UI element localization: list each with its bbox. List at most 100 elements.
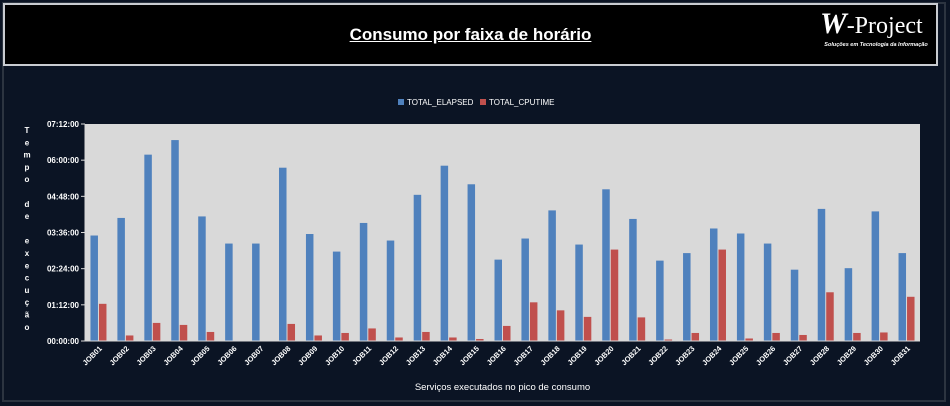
- y-tick-label: 04:48:00: [47, 192, 80, 201]
- header-banner: Consumo por faixa de horário W-Project S…: [3, 3, 938, 66]
- bar-total-cputime-job21: [637, 317, 646, 341]
- x-tick-label: JOB29: [835, 344, 858, 367]
- x-tick-label: JOB14: [431, 343, 455, 367]
- w-project-logo: W-Project Soluções em Tecnologia da Info…: [820, 9, 932, 61]
- bar-total-elapsed-job31: [898, 253, 907, 341]
- x-tick-label: JOB05: [188, 344, 211, 367]
- bar-total-cputime-job03: [152, 322, 161, 341]
- bar-total-elapsed-job15: [467, 184, 476, 341]
- y-axis-label-char: d: [25, 200, 30, 209]
- y-axis-label-char: e: [25, 138, 30, 147]
- legend-swatch-total-cputime: [480, 99, 486, 105]
- x-tick-label: JOB07: [242, 344, 265, 367]
- x-tick-label: JOB19: [566, 344, 589, 367]
- bar-total-cputime-job19: [583, 316, 592, 341]
- x-tick-label: JOB03: [135, 344, 158, 367]
- y-axis-label-char: o: [25, 175, 30, 184]
- bar-total-cputime-job27: [799, 334, 807, 341]
- legend-label-total-elapsed: TOTAL_ELAPSED: [407, 98, 474, 107]
- bar-total-elapsed-job17: [521, 238, 529, 341]
- x-tick-label: JOB01: [81, 344, 104, 367]
- bar-total-elapsed-job04: [171, 140, 179, 341]
- logo-text: -Project: [846, 13, 923, 39]
- bar-total-cputime-job30: [880, 332, 888, 341]
- x-tick-label: JOB11: [350, 344, 373, 367]
- x-tick-label: JOB31: [889, 344, 912, 367]
- bar-total-cputime-job18: [556, 310, 565, 341]
- y-axis-label-char: T: [25, 126, 30, 135]
- bar-total-elapsed-job10: [332, 251, 341, 341]
- bar-total-cputime-job13: [422, 331, 430, 341]
- x-tick-label: JOB16: [485, 344, 508, 367]
- y-axis-label-char: ç: [25, 298, 30, 307]
- bar-total-elapsed-job20: [602, 189, 610, 341]
- bar-total-elapsed-job24: [709, 228, 718, 341]
- bar-total-elapsed-job01: [90, 235, 98, 341]
- x-tick-label: JOB10: [323, 344, 346, 367]
- bar-total-elapsed-job18: [548, 210, 556, 341]
- y-tick-label: 02:24:00: [47, 265, 80, 274]
- x-tick-label: JOB23: [673, 344, 696, 367]
- bar-total-cputime-job16: [503, 325, 511, 341]
- x-tick-label: JOB27: [781, 344, 804, 367]
- bar-total-cputime-job11: [368, 328, 376, 341]
- plot-area: [85, 124, 920, 341]
- bar-total-elapsed-job12: [386, 240, 395, 341]
- bar-total-elapsed-job26: [763, 243, 772, 341]
- y-tick-label: 03:36:00: [47, 229, 80, 238]
- x-tick-label: JOB21: [619, 344, 642, 367]
- bar-total-cputime-job24: [718, 249, 726, 341]
- x-tick-label: JOB13: [404, 344, 427, 367]
- logo-tagline: Soluções em Tecnologia da Informação: [824, 42, 928, 48]
- bar-total-elapsed-job05: [198, 216, 206, 341]
- bar-total-cputime-job23: [691, 332, 700, 341]
- y-axis-label-char: c: [25, 274, 30, 283]
- bar-total-cputime-job04: [179, 324, 188, 341]
- y-tick-label: 00:00:00: [47, 337, 80, 346]
- x-tick-label: JOB25: [727, 344, 750, 367]
- bar-total-cputime-job25: [745, 338, 753, 341]
- bar-total-elapsed-job14: [440, 165, 449, 341]
- bar-total-cputime-job20: [610, 249, 619, 341]
- y-axis-label-char: o: [25, 323, 30, 332]
- y-tick-label: 07:12:00: [47, 120, 80, 129]
- y-axis-label-char: e: [25, 237, 30, 246]
- y-axis-label-char: x: [25, 249, 30, 258]
- bar-total-cputime-job15: [476, 338, 484, 341]
- x-tick-label: JOB18: [539, 344, 562, 367]
- x-tick-label: JOB24: [700, 343, 724, 367]
- y-axis-label-char: u: [25, 286, 30, 295]
- bar-total-cputime-job09: [314, 335, 322, 341]
- x-tick-label: JOB26: [754, 344, 777, 367]
- bar-total-elapsed-job29: [844, 268, 853, 341]
- y-tick-label: 01:12:00: [47, 301, 80, 310]
- bar-total-cputime-job02: [125, 335, 134, 341]
- bar-total-cputime-job12: [395, 337, 403, 341]
- bar-total-elapsed-job19: [575, 244, 583, 341]
- x-tick-label: JOB28: [808, 344, 831, 367]
- legend-label-total-cputime: TOTAL_CPUTIME: [489, 98, 555, 107]
- x-axis-label: Serviços executados no pico de consumo: [415, 382, 590, 393]
- x-axis: JOB01 JOB02 JOB03 JOB04 JOB05 JOB06 JOB07 JOB08…: [81, 340, 920, 367]
- bar-total-cputime-job28: [826, 292, 834, 341]
- y-axis-label-char: p: [25, 163, 30, 172]
- bar-total-elapsed-job06: [225, 243, 233, 341]
- bar-total-cputime-job17: [529, 302, 538, 341]
- y-axis: 00:00:00 01:12:00 02:24:00 03:36:00 04:48:00…: [47, 120, 86, 346]
- bar-total-elapsed-job03: [144, 154, 152, 341]
- bar-total-elapsed-job30: [871, 211, 880, 341]
- bar-total-elapsed-job25: [736, 233, 745, 341]
- x-tick-label: JOB20: [592, 344, 615, 367]
- legend: TOTAL_ELAPSED TOTAL_CPUTIME: [398, 98, 555, 107]
- x-tick-label: JOB12: [377, 344, 400, 367]
- x-tick-label: JOB08: [269, 344, 292, 367]
- bar-total-cputime-job14: [449, 337, 457, 341]
- page-title: Consumo por faixa de horário: [349, 25, 592, 44]
- bar-total-cputime-job29: [853, 332, 861, 341]
- bar-total-cputime-job01: [98, 303, 107, 341]
- bar-total-cputime-job31: [907, 296, 915, 341]
- x-tick-label: JOB17: [512, 344, 535, 367]
- bar-total-cputime-job22: [664, 339, 673, 341]
- bar-total-elapsed-job09: [305, 234, 314, 341]
